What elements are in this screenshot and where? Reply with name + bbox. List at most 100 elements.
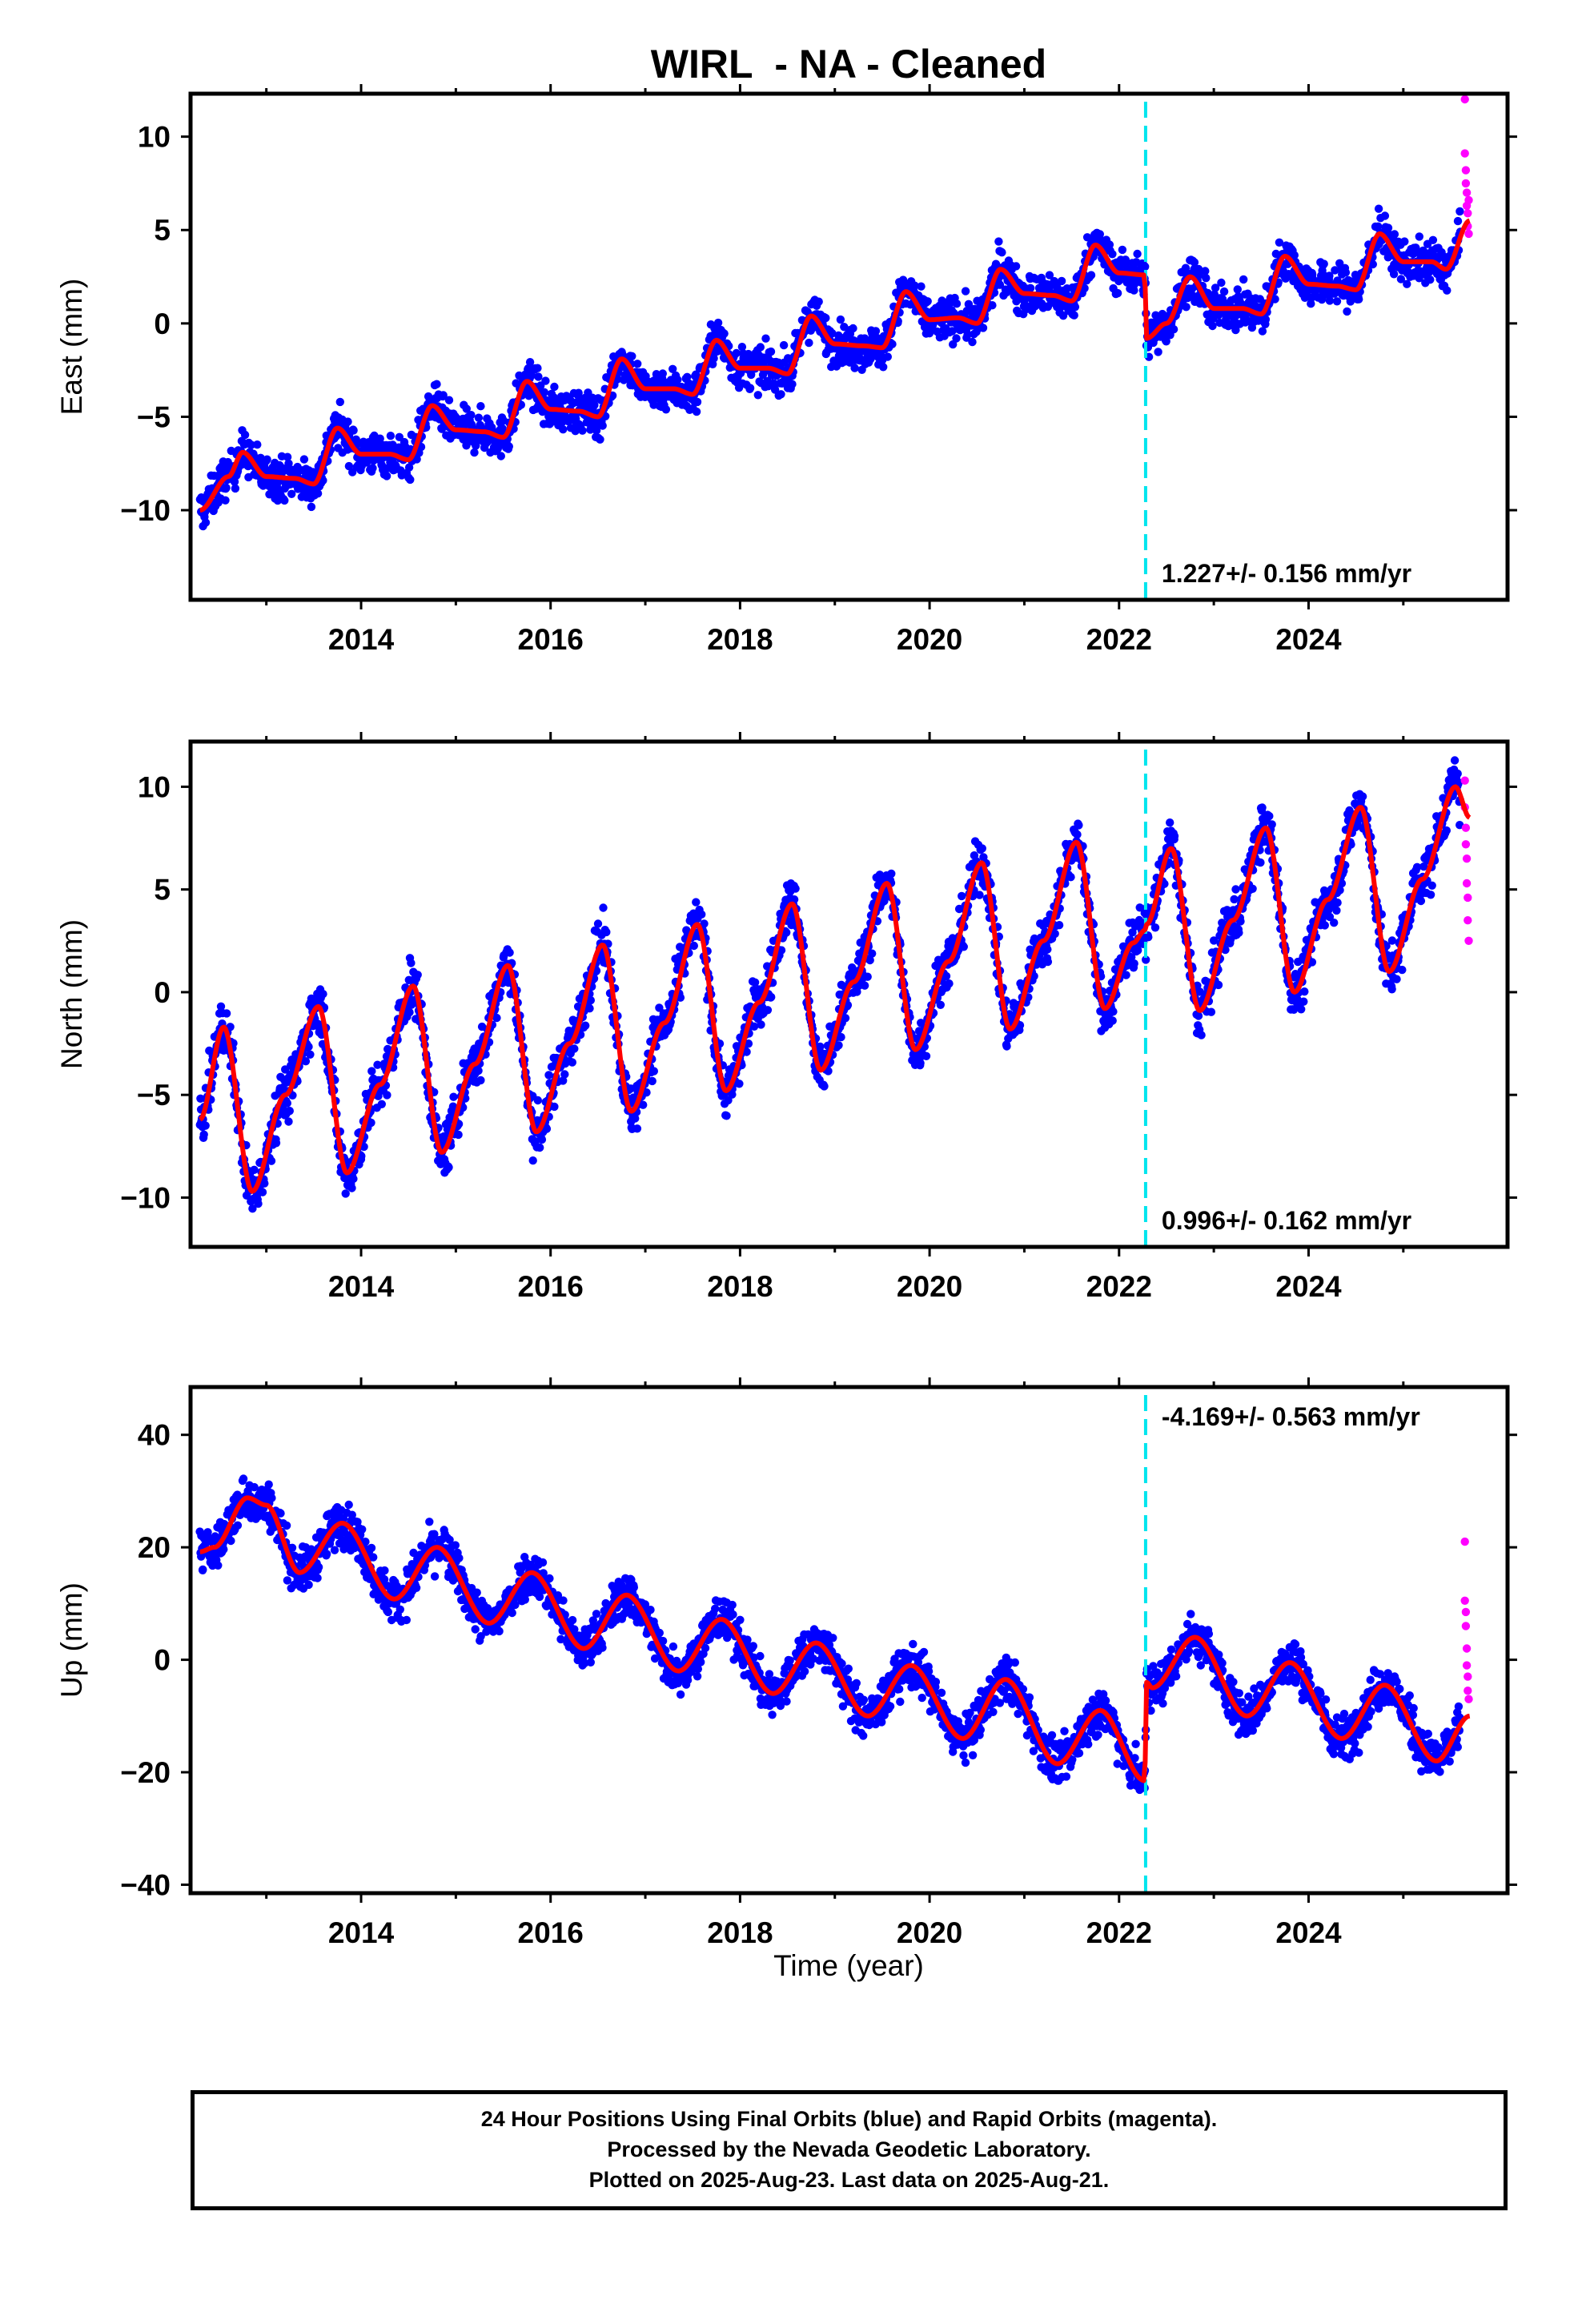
y-tick-label: 5	[154, 214, 171, 247]
data-point	[756, 343, 765, 352]
data-point	[1086, 271, 1096, 279]
data-point	[788, 380, 797, 388]
data-point	[222, 484, 231, 493]
data-point	[313, 489, 323, 498]
data-point	[697, 910, 706, 919]
data-point	[230, 477, 239, 486]
data-point	[231, 484, 240, 493]
data-point	[550, 1102, 559, 1112]
data-point	[1043, 957, 1053, 967]
data-point	[963, 330, 972, 339]
data-point	[888, 340, 897, 348]
data-point	[1299, 997, 1308, 1006]
data-point	[828, 329, 837, 338]
chart-title: WIRL - NA - Cleaned	[651, 42, 1046, 86]
data-point	[284, 1117, 293, 1126]
data-point	[287, 489, 296, 498]
data-point	[1141, 262, 1150, 271]
data-point	[1108, 1016, 1117, 1025]
data-point	[1150, 923, 1160, 932]
data-point	[879, 363, 888, 372]
data-point	[921, 1051, 931, 1061]
data-point	[1261, 315, 1271, 324]
data-point	[1331, 266, 1339, 275]
data-point	[1133, 249, 1142, 259]
data-point	[222, 1009, 231, 1018]
data-point	[454, 1130, 463, 1140]
data-point	[757, 1020, 765, 1029]
data-point	[404, 463, 414, 472]
data-point	[467, 411, 476, 420]
data-point	[649, 1067, 658, 1076]
data-point	[1300, 987, 1309, 996]
rapid-point	[1464, 209, 1472, 218]
data-point	[747, 370, 756, 380]
data-point	[498, 424, 507, 433]
data-point	[1121, 255, 1130, 264]
data-point	[834, 331, 843, 340]
data-point	[550, 382, 559, 392]
y-tick-label: −5	[137, 400, 171, 433]
data-point	[1374, 222, 1383, 231]
data-point	[439, 391, 448, 400]
data-point	[1151, 311, 1160, 320]
data-point	[599, 903, 608, 912]
y-axis-label: East (mm)	[55, 279, 88, 416]
rapid-point	[1461, 179, 1471, 188]
data-point	[1202, 274, 1211, 283]
data-point	[1122, 971, 1130, 979]
data-point	[1130, 959, 1138, 968]
data-point	[720, 329, 729, 338]
data-point	[791, 884, 800, 893]
data-point	[1290, 251, 1299, 259]
data-point	[814, 297, 823, 306]
data-point	[1118, 245, 1127, 255]
data-point	[250, 1165, 259, 1175]
data-point	[299, 455, 309, 464]
data-point	[247, 440, 256, 449]
data-point	[1219, 287, 1229, 296]
data-point	[633, 360, 642, 368]
data-point	[504, 442, 513, 451]
data-point	[1400, 237, 1409, 246]
data-point	[669, 364, 677, 373]
data-point	[574, 388, 583, 397]
data-point	[1195, 271, 1204, 279]
data-point	[1194, 1011, 1203, 1020]
data-point	[689, 941, 698, 951]
data-point	[632, 1124, 642, 1133]
data-point	[1073, 830, 1082, 839]
data-point	[975, 891, 984, 899]
data-point	[377, 1100, 386, 1109]
data-point	[1275, 238, 1284, 247]
data-point	[693, 397, 702, 407]
data-point	[449, 1092, 458, 1101]
data-point	[1211, 283, 1220, 292]
y-tick-label: 0	[154, 308, 171, 340]
data-point	[596, 435, 604, 444]
data-point	[382, 472, 391, 480]
data-point	[1208, 321, 1217, 331]
rapid-point	[1460, 149, 1469, 158]
data-point	[1239, 275, 1248, 284]
data-point	[1258, 327, 1267, 336]
data-point	[945, 979, 954, 988]
data-point	[1166, 818, 1174, 827]
data-point	[837, 1032, 845, 1042]
data-point	[917, 282, 926, 291]
data-point	[1368, 259, 1378, 269]
data-point	[1197, 1031, 1206, 1039]
data-point	[978, 324, 988, 332]
data-point	[949, 340, 958, 349]
data-point	[254, 1199, 263, 1208]
data-point	[866, 355, 875, 364]
data-point	[496, 452, 505, 460]
rapid-point	[1464, 195, 1473, 205]
data-point	[849, 324, 857, 333]
data-point	[280, 496, 289, 505]
y-tick-label: −10	[120, 494, 171, 527]
data-point	[661, 405, 671, 414]
data-point	[1428, 235, 1438, 244]
data-point	[476, 402, 485, 411]
data-point	[820, 1082, 829, 1091]
